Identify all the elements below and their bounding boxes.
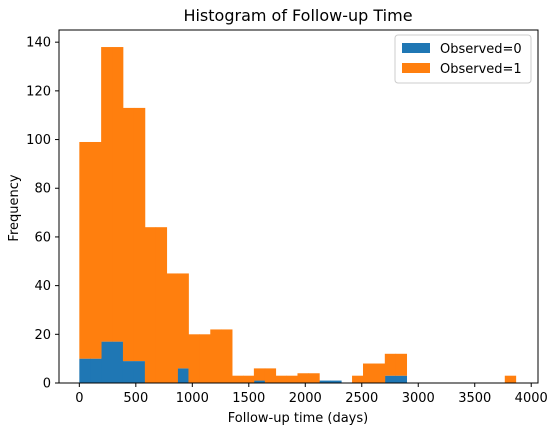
histogram-bar — [319, 380, 331, 383]
x-tick-label: 1500 — [232, 391, 265, 406]
histogram-bar — [363, 363, 375, 383]
histogram-bar — [352, 375, 364, 383]
histogram-bar — [133, 361, 146, 383]
chart-title: Histogram of Follow-up Time — [183, 6, 412, 25]
y-tick-label: 80 — [34, 182, 51, 197]
histogram-bar — [101, 341, 113, 383]
histogram-bar — [112, 47, 124, 342]
histogram-bar — [384, 353, 397, 376]
y-tick-label: 40 — [34, 279, 51, 294]
y-tick-label: 20 — [34, 328, 51, 343]
histogram-bar — [122, 107, 135, 362]
x-tick-label: 0 — [75, 391, 83, 406]
x-axis-label: Follow-up time (days) — [228, 411, 368, 426]
histogram-bar — [330, 380, 342, 383]
histogram-bar — [395, 353, 408, 376]
histogram-bar — [90, 141, 102, 359]
x-tick-label: 1000 — [176, 391, 209, 406]
y-tick-label: 140 — [26, 36, 51, 51]
legend: Observed=0 Observed=1 — [394, 34, 532, 84]
histogram-bar — [308, 373, 320, 383]
histogram-bar — [79, 141, 91, 359]
histogram-bar — [221, 329, 233, 383]
legend-swatch — [402, 43, 430, 53]
legend-swatch — [402, 63, 430, 73]
histogram-bar — [286, 375, 298, 383]
histogram-bar — [210, 329, 222, 383]
histogram-bar — [253, 368, 266, 381]
x-tick-label: 500 — [123, 391, 148, 406]
y-tick-label: 0 — [43, 377, 51, 392]
y-axis: 0 20 40 60 80 100 120 140 — [26, 36, 59, 392]
histogram-bar — [243, 375, 255, 383]
histogram-bar — [253, 380, 266, 383]
histogram-bar — [232, 375, 244, 383]
x-tick-label: 3000 — [402, 391, 435, 406]
x-tick-label: 3500 — [458, 391, 491, 406]
y-tick-label: 60 — [34, 230, 51, 245]
histogram-bar — [144, 227, 157, 383]
x-axis: 0 500 1000 1500 2000 2500 3000 3500 4000 — [75, 383, 548, 406]
x-tick-label: 2500 — [345, 391, 378, 406]
histogram-bar — [90, 358, 102, 383]
histogram-bar — [155, 227, 168, 383]
y-tick-label: 100 — [26, 133, 51, 148]
histogram-bar — [177, 273, 189, 369]
histogram-bar — [122, 361, 135, 383]
bars-layer — [79, 47, 517, 383]
x-tick-label: 4000 — [515, 391, 548, 406]
y-tick-label: 120 — [26, 84, 51, 99]
histogram-bar — [373, 363, 386, 383]
histogram-bar — [101, 47, 113, 342]
histogram-bar — [199, 334, 211, 383]
histogram-bar — [133, 107, 146, 362]
histogram-bar — [166, 273, 178, 383]
histogram-bar — [297, 373, 309, 383]
legend-label: Observed=1 — [440, 62, 522, 77]
histogram-bar — [395, 375, 408, 383]
histogram-bar — [188, 334, 200, 383]
histogram-bar — [384, 375, 397, 383]
histogram-bar — [112, 341, 124, 383]
legend-label: Observed=0 — [440, 42, 522, 57]
x-tick-label: 2000 — [289, 391, 322, 406]
histogram-bar — [264, 368, 277, 383]
histogram-bar — [79, 358, 91, 383]
histogram-bar — [177, 368, 189, 383]
y-axis-label: Frequency — [7, 174, 22, 241]
histogram-bar — [275, 375, 288, 383]
histogram-bar — [504, 375, 517, 383]
plot-frame — [58, 29, 539, 384]
